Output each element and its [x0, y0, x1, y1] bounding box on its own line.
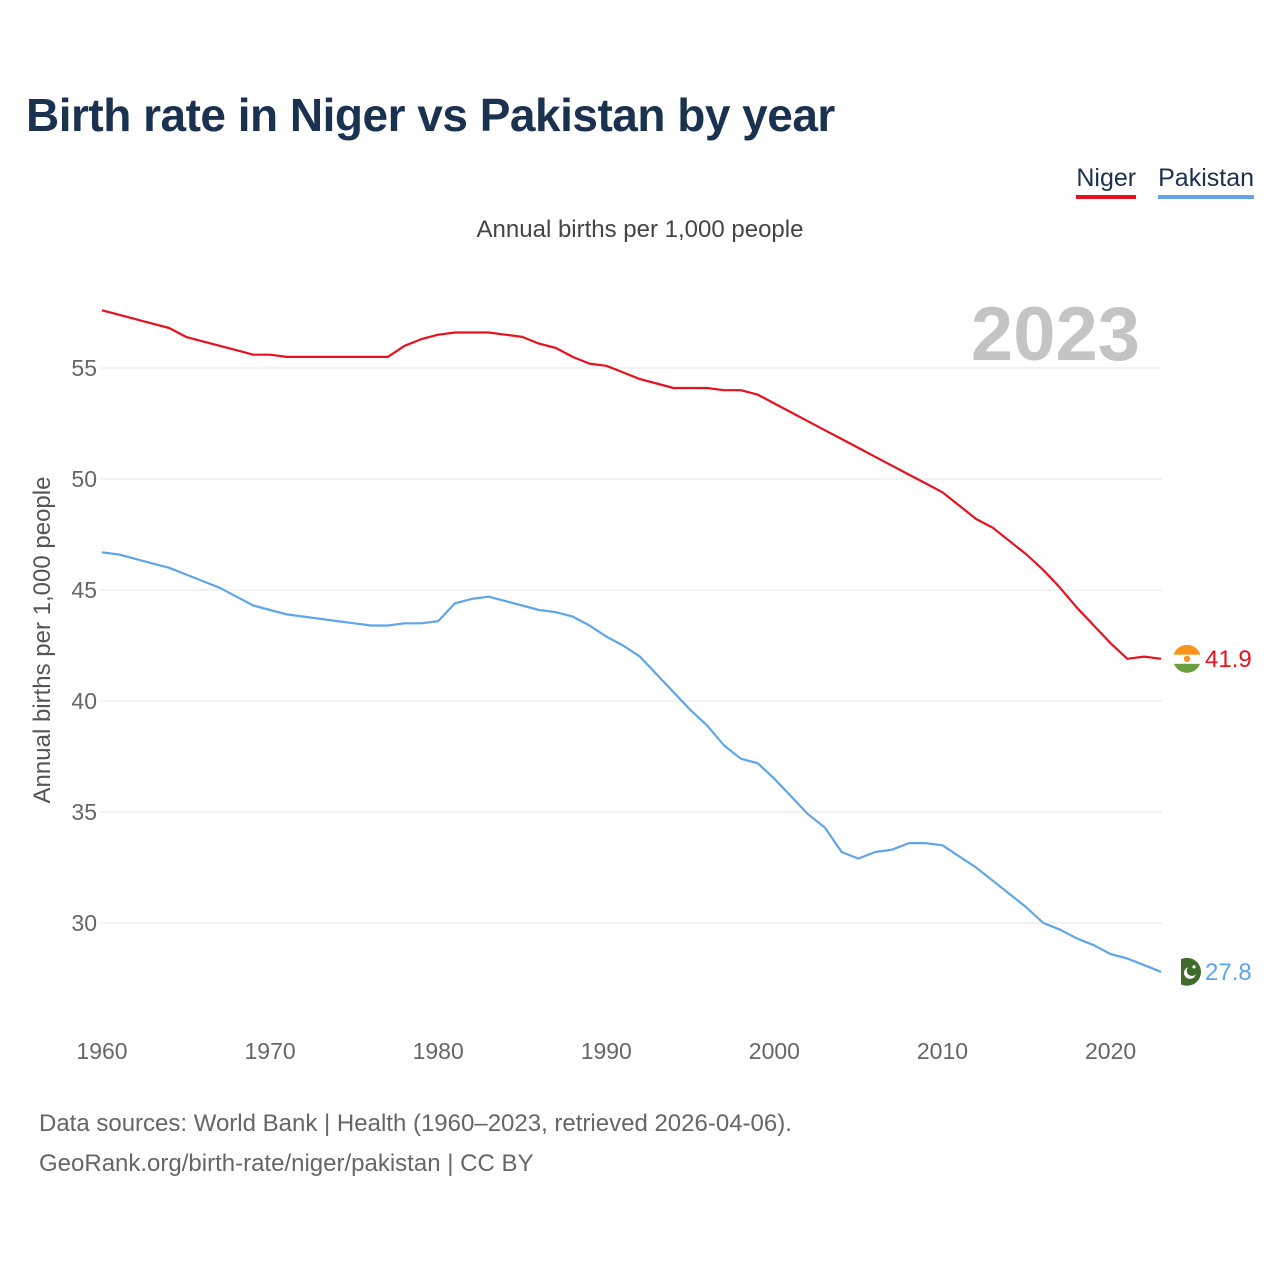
x-tick-label: 1960: [76, 1038, 127, 1064]
source-url-text[interactable]: GeoRank.org/birth-rate/niger/pakistan | …: [39, 1150, 534, 1177]
current-year-label: 2023: [971, 292, 1140, 377]
legend: Niger Pakistan: [1076, 164, 1254, 199]
x-tick-label: 1970: [245, 1038, 296, 1064]
series-lines: [101, 309, 1162, 973]
gridlines: [100, 367, 1162, 924]
x-tick-label: 2000: [749, 1038, 800, 1064]
x-axis-ticks: 1960 1970 1980 1990 2000 2010 2020: [76, 1038, 1136, 1064]
series-line-pakistan[interactable]: [101, 551, 1162, 973]
footer: Data sources: World Bank | Health (1960–…: [39, 1104, 792, 1184]
y-tick-label: 45: [71, 577, 97, 603]
y-tick-label: 30: [71, 910, 97, 936]
x-tick-label: 1980: [413, 1038, 464, 1064]
flag-niger-icon: [1173, 644, 1201, 673]
y-axis-label: Annual births per 1,000 people: [29, 477, 56, 804]
x-tick-label: 2010: [917, 1038, 968, 1064]
y-tick-label: 40: [71, 688, 97, 714]
y-tick-label: 35: [71, 799, 97, 825]
y-axis-ticks: 30 35 40 45 50 55: [71, 355, 97, 936]
x-tick-label: 1990: [581, 1038, 632, 1064]
series-line-niger[interactable]: [101, 309, 1162, 660]
end-value-pakistan: 27.8: [1205, 959, 1252, 986]
chart-subtitle: Annual births per 1,000 people: [476, 216, 804, 243]
series-end-markers: 41.9 27.8: [1173, 644, 1252, 986]
y-tick-label: 55: [71, 355, 97, 381]
y-tick-label: 50: [71, 466, 97, 492]
chart-title: Birth rate in Niger vs Pakistan by year: [26, 89, 835, 141]
end-value-niger: 41.9: [1205, 646, 1252, 673]
legend-item-pakistan[interactable]: Pakistan: [1158, 164, 1254, 199]
data-source-text: Data sources: World Bank | Health (1960–…: [39, 1110, 792, 1137]
legend-item-niger[interactable]: Niger: [1076, 164, 1137, 199]
x-tick-label: 2020: [1085, 1038, 1136, 1064]
flag-pakistan-icon: [1173, 957, 1201, 986]
